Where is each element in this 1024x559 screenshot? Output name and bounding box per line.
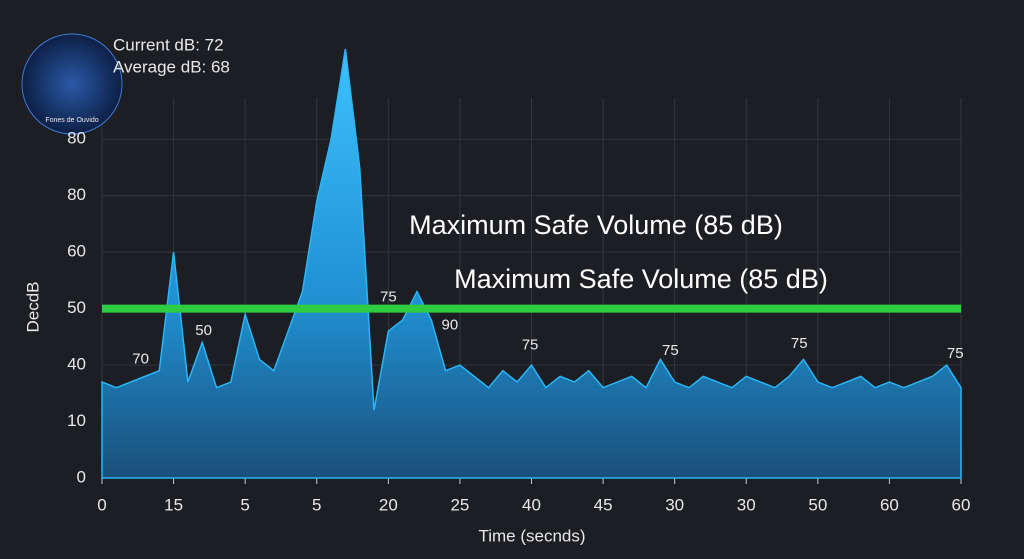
x-axis-label: Time (secnds) [478, 526, 585, 545]
x-tick-label: 15 [164, 495, 183, 514]
annotation: 75 [380, 288, 397, 305]
y-tick-label: 60 [67, 242, 86, 261]
y-tick-label: 10 [67, 411, 86, 430]
y-tick-label: 80 [67, 129, 86, 148]
x-tick-label: 30 [737, 495, 756, 514]
x-tick-label: 30 [665, 495, 684, 514]
x-tick-label: 5 [240, 495, 249, 514]
annotation: 75 [522, 336, 539, 353]
x-tick-label: 20 [379, 495, 398, 514]
x-tick-label: 25 [450, 495, 469, 514]
annotation: 50 [195, 322, 212, 339]
logo [21, 33, 123, 135]
annotation: 90 [442, 317, 459, 334]
y-tick-label: 50 [67, 298, 86, 317]
annotation: 75 [791, 335, 808, 352]
x-tick-label: 60 [952, 495, 971, 514]
average-db: Average dB: 68 [113, 57, 230, 76]
x-tick-label: 0 [97, 495, 106, 514]
threshold-label: Maximum Safe Volume (85 dB) [409, 210, 783, 240]
annotation: 70 [132, 350, 149, 367]
y-tick-label: 80 [67, 185, 86, 204]
x-tick-label: 45 [594, 495, 613, 514]
y-tick-label: 0 [77, 467, 86, 486]
x-tick-label: 60 [880, 495, 899, 514]
x-tick-label: 5 [312, 495, 321, 514]
annotation: 75 [662, 342, 679, 359]
area [101, 48, 962, 479]
x-tick-label: 40 [522, 495, 541, 514]
threshold-label: Maximum Safe Volume (85 dB) [454, 264, 828, 294]
x-tick-label: 50 [808, 495, 827, 514]
logo-text: Fones de Ouvido [45, 117, 98, 124]
y-tick-label: 40 [67, 355, 86, 374]
current-db: Current dB: 72 [113, 35, 224, 54]
y-axis-label: DecdB [23, 281, 42, 332]
annotation: 75 [947, 345, 964, 362]
